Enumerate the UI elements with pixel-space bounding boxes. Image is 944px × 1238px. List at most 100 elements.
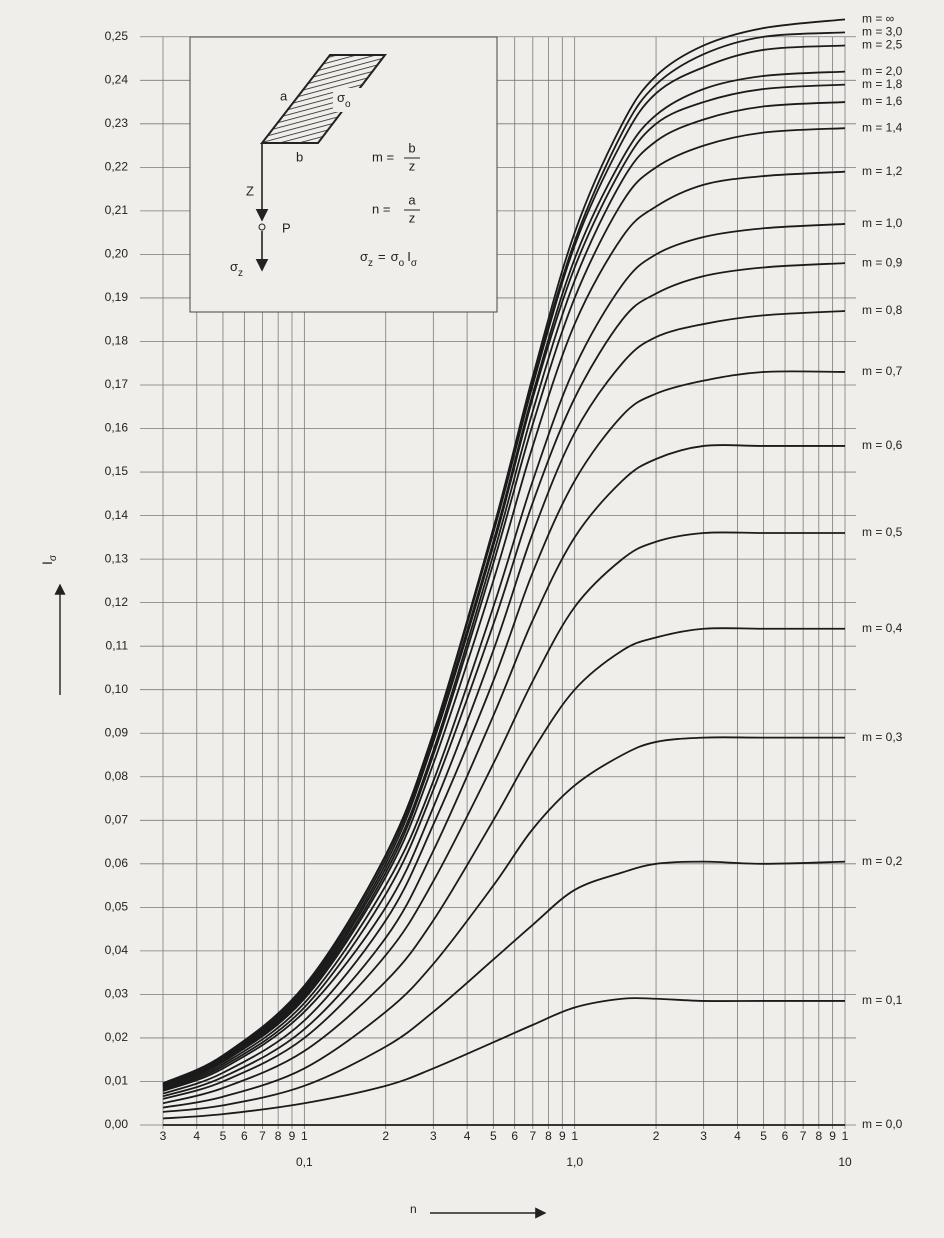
curve-label: m = 0,7: [862, 364, 903, 378]
curve: [162, 997, 845, 1120]
sub: σ: [411, 258, 418, 269]
y-tick-label: 0,06: [105, 856, 129, 870]
x-tick-label: 9: [559, 1129, 566, 1143]
curve: [162, 736, 845, 1109]
curve-label: m = ∞: [862, 12, 894, 26]
y-tick-label: 0,24: [105, 72, 129, 86]
y-tick-label: 0,03: [105, 987, 129, 1001]
x-tick-label: 3: [700, 1129, 707, 1143]
load-area: [259, 54, 388, 144]
grid: [140, 36, 856, 1129]
sym: I: [39, 561, 55, 565]
y-tick-label: 0,15: [105, 464, 129, 478]
x-tick-label: 5: [760, 1129, 767, 1143]
x-tick-label: 8: [275, 1129, 282, 1143]
sub: o: [399, 258, 405, 269]
curve: [162, 44, 846, 1085]
curve-label: m = 2,0: [862, 64, 903, 78]
y-tick-label: 0,10: [105, 682, 129, 696]
y-tick-label: 0,18: [105, 334, 129, 348]
curve: [162, 262, 846, 1091]
curve: [162, 70, 846, 1086]
x-decade-label: 1,0: [566, 1155, 583, 1169]
x-tick-label: 5: [490, 1129, 497, 1143]
curve: [162, 531, 845, 1100]
x-tick-label: 4: [464, 1129, 471, 1143]
y-tick-label: 0,17: [105, 377, 129, 391]
x-tick-label: 4: [193, 1129, 200, 1143]
y-tick-label: 0,12: [105, 595, 129, 609]
curve-label: m = 1,4: [862, 120, 903, 134]
x-tick-label: 1: [571, 1129, 578, 1143]
x-tick-label: 6: [782, 1129, 789, 1143]
sym: I: [407, 249, 411, 264]
curve-label: m = 1,2: [862, 164, 903, 178]
curve-label: m = 0,8: [862, 303, 903, 317]
curve-label: m = 0,5: [862, 525, 903, 539]
m-formula: m =: [372, 149, 394, 164]
y-tick-label: 0,23: [105, 116, 129, 130]
sym: σ: [230, 259, 238, 274]
stress-formula: σz = σo Iσ: [360, 249, 418, 268]
y-tick-label: 0,00: [105, 1117, 129, 1131]
curve-label: m = 3,0: [862, 25, 903, 39]
y-axis-label: Iσ: [39, 554, 59, 565]
y-tick-label: 0,05: [105, 900, 129, 914]
curve-label: m = 1,8: [862, 77, 903, 91]
label-b: b: [296, 149, 303, 164]
x-tick-label: 8: [545, 1129, 552, 1143]
curve: [162, 83, 846, 1086]
label-bg: [333, 88, 363, 112]
y-tick-label: 0,04: [105, 943, 129, 957]
x-tick-label: 4: [734, 1129, 741, 1143]
curve: [162, 310, 846, 1092]
y-tick-label: 0,09: [105, 725, 129, 739]
y-tick-label: 0,21: [105, 203, 129, 217]
sym: σ: [391, 249, 399, 264]
x-tick-label: 3: [160, 1129, 167, 1143]
y-tick-label: 0,13: [105, 551, 129, 565]
y-tick-label: 0,02: [105, 1030, 129, 1044]
curve-label: m = 0,6: [862, 438, 903, 452]
y-tick-label: 0,07: [105, 812, 129, 826]
curve: [162, 860, 846, 1113]
m-den: z: [409, 158, 416, 173]
label-load: σo: [337, 90, 351, 109]
label-stress: σz: [230, 259, 243, 278]
label-p: P: [282, 220, 291, 235]
sub: o: [345, 99, 351, 110]
y-tick-label: 0,25: [105, 29, 129, 43]
curve-label: m = 2,5: [862, 38, 903, 52]
sub: σ: [48, 554, 59, 561]
curve: [162, 223, 846, 1090]
x-decade-label: 10: [838, 1155, 852, 1169]
x-tick-label: 7: [529, 1129, 536, 1143]
sub: z: [368, 258, 373, 269]
y-tick-label: 0,16: [105, 421, 129, 435]
x-tick-label: 6: [241, 1129, 248, 1143]
y-tick-label: 0,19: [105, 290, 129, 304]
x-tick-label: 9: [289, 1129, 296, 1143]
y-tick-label: 0,01: [105, 1074, 129, 1088]
x-tick-label: 8: [815, 1129, 822, 1143]
curve-label: m = 0,1: [862, 993, 903, 1007]
eq: =: [378, 249, 386, 264]
x-tick-label: 2: [382, 1129, 389, 1143]
y-tick-label: 0,14: [105, 508, 129, 522]
y-tick-label: 0,11: [106, 638, 129, 652]
sub: z: [238, 268, 243, 279]
sym: σ: [337, 90, 345, 105]
y-tick-label: 0,22: [105, 160, 129, 174]
curve-label: m = 0,2: [862, 854, 903, 868]
curve-label: m = 1,6: [862, 94, 903, 108]
x-tick-label: 2: [653, 1129, 660, 1143]
y-tick-label: 0,08: [105, 769, 129, 783]
curve: [162, 627, 845, 1105]
curve: [162, 370, 846, 1095]
curve: [162, 444, 845, 1098]
x-tick-label: 5: [220, 1129, 227, 1143]
label-a: a: [280, 88, 288, 103]
n-formula: n =: [372, 201, 390, 216]
x-tick-label: 9: [829, 1129, 836, 1143]
